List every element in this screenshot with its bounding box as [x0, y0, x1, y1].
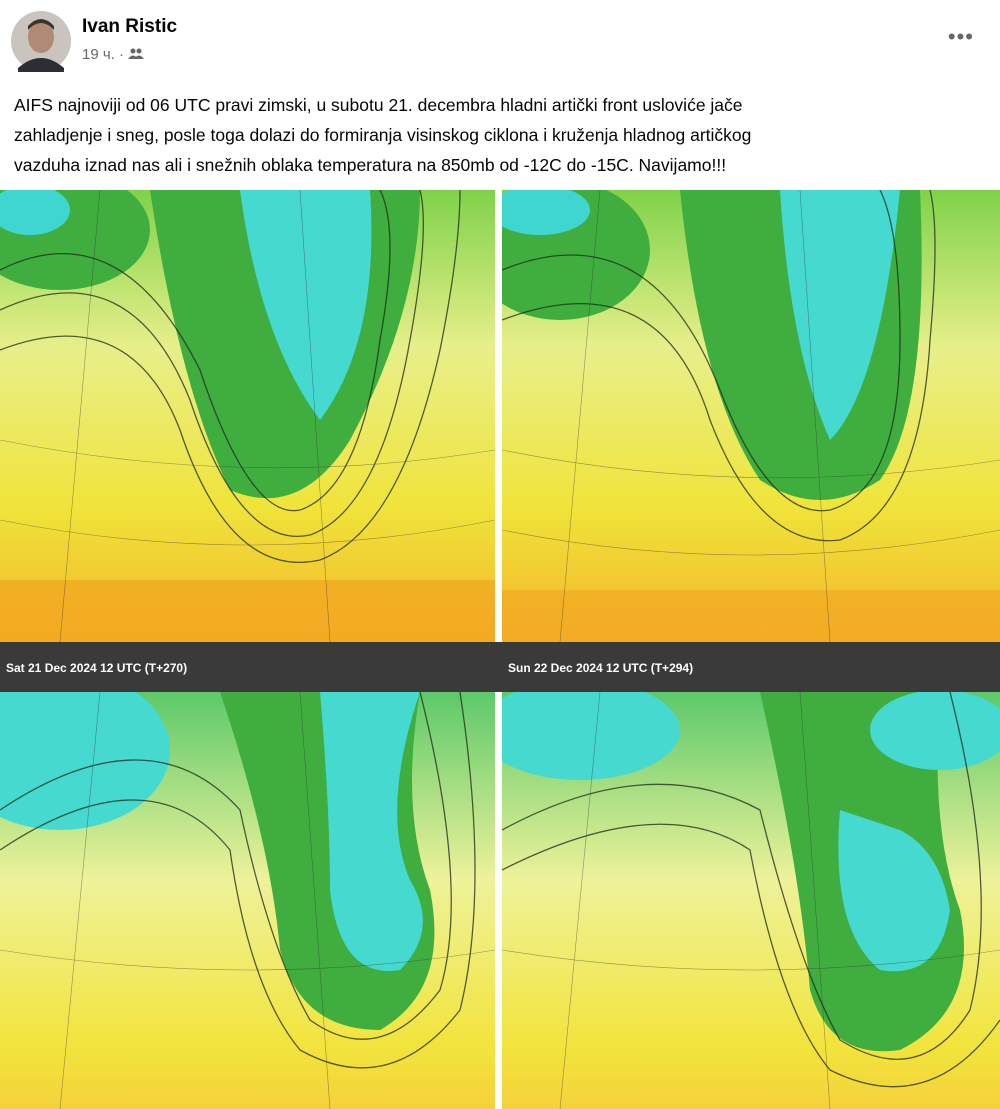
map-caption: Sat 21 Dec 2024 12 UTC (T+270): [6, 661, 187, 675]
more-menu[interactable]: •••: [947, 24, 974, 49]
map-panel[interactable]: [0, 190, 495, 642]
map-panel[interactable]: [480, 680, 1000, 1109]
map-panel[interactable]: [470, 190, 1000, 642]
avatar[interactable]: [10, 10, 72, 72]
caption-bar: [0, 642, 1000, 692]
time[interactable]: 19 ч.: [82, 46, 115, 63]
map-grid: Sat 21 Dec 2024 12 UTC (T+270) Sun 22 De…: [0, 190, 1000, 1109]
post-time[interactable]: 19 ч. ·: [82, 46, 145, 63]
post-text: AIFS najnoviji od 06 UTC pravi zimski, u…: [14, 90, 751, 180]
text-line: AIFS najnoviji od 06 UTC pravi zimski, u…: [14, 95, 743, 115]
audience-icon: [128, 48, 145, 59]
author-name[interactable]: Ivan Ristic: [82, 16, 178, 37]
map-panel[interactable]: [0, 670, 495, 1109]
map-caption: Sun 22 Dec 2024 12 UTC (T+294): [508, 661, 693, 675]
text-line: vazduha iznad nas ali i snežnih oblaka t…: [14, 155, 727, 175]
text-line: zahladjenje i sneg, posle toga dolazi do…: [14, 125, 752, 145]
